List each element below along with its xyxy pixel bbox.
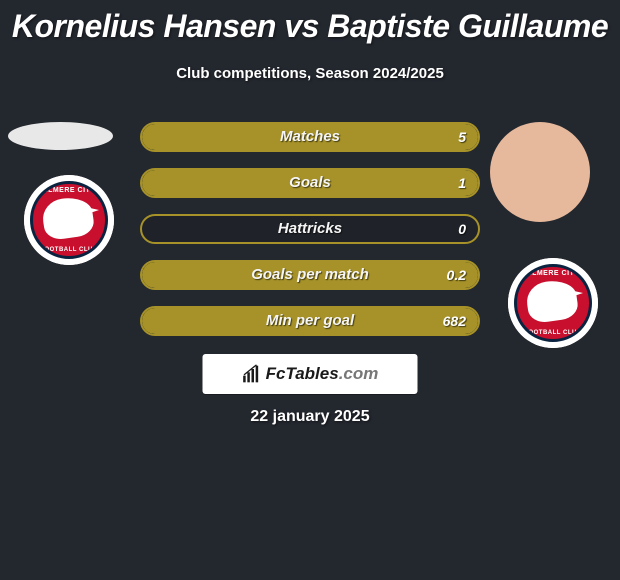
brand-badge: FcTables.com: [203, 354, 418, 394]
page-title: Kornelius Hansen vs Baptiste Guillaume: [0, 0, 620, 45]
player-left-photo-placeholder: [8, 122, 113, 150]
stat-label: Goals: [142, 170, 478, 196]
stat-row: Goals per match0.2: [140, 260, 480, 290]
stat-label: Matches: [142, 124, 478, 150]
badge-text-top: ALMERE CITY: [33, 187, 105, 194]
brand-text: FcTables.com: [266, 364, 379, 384]
stat-label: Goals per match: [142, 262, 478, 288]
date-label: 22 january 2025: [0, 408, 620, 426]
stat-row: Matches5: [140, 122, 480, 152]
club-badge-left: ALMERE CITY FOOTBALL CLUB: [24, 175, 114, 265]
stat-rows: Matches5Goals1Hattricks0Goals per match0…: [140, 122, 480, 352]
subtitle: Club competitions, Season 2024/2025: [0, 65, 620, 82]
stat-label: Min per goal: [142, 308, 478, 334]
stat-value: 1: [458, 170, 466, 196]
badge-text-bottom: FOOTBALL CLUB: [33, 247, 105, 253]
badge-text-bottom: FOOTBALL CLUB: [517, 330, 589, 336]
club-badge-right: ALMERE CITY FOOTBALL CLUB: [508, 258, 598, 348]
stat-row: Min per goal682: [140, 306, 480, 336]
stat-value: 682: [443, 308, 466, 334]
flamingo-icon: [40, 195, 95, 242]
stat-value: 0.2: [447, 262, 466, 288]
stat-row: Goals1: [140, 168, 480, 198]
player-right-photo-placeholder: [490, 122, 590, 222]
stat-value: 5: [458, 124, 466, 150]
barchart-icon: [242, 364, 262, 384]
stat-row: Hattricks0: [140, 214, 480, 244]
badge-text-top: ALMERE CITY: [517, 270, 589, 277]
stat-value: 0: [458, 216, 466, 242]
flamingo-icon: [524, 278, 579, 325]
stat-label: Hattricks: [142, 216, 478, 242]
